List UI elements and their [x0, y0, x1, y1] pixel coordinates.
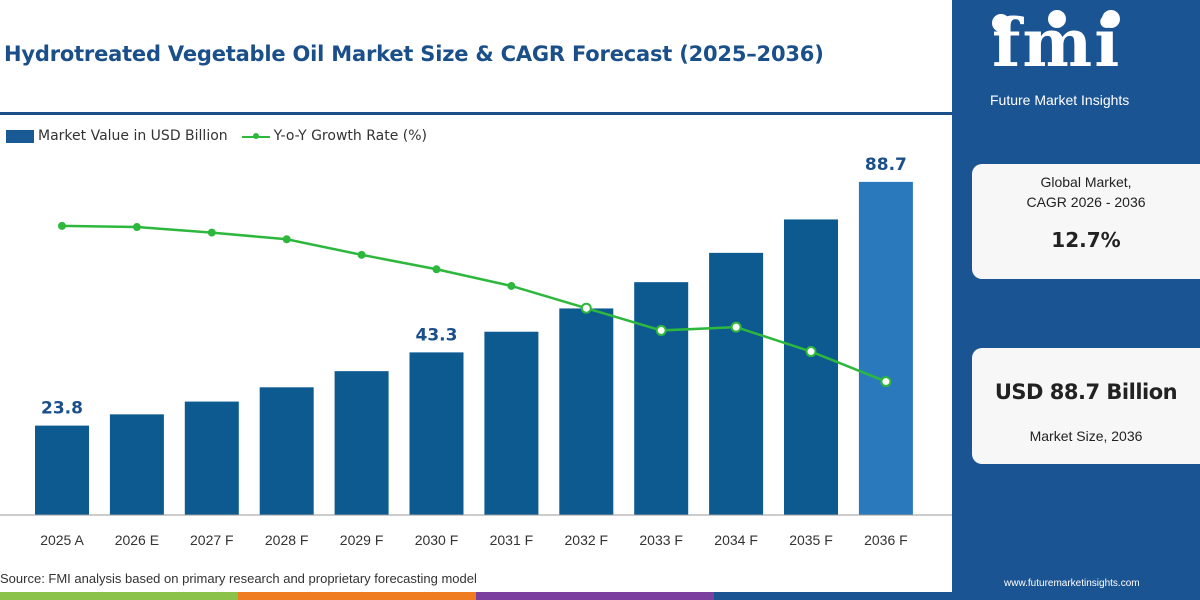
growth-point	[805, 346, 817, 358]
x-tick-label: 2032 F	[565, 532, 609, 548]
market-size-value: USD 88.7 Billion	[994, 380, 1178, 404]
bar-2030-f	[409, 352, 464, 515]
website-url: www.futuremarketinsights.com	[1004, 578, 1140, 589]
strip-blue	[714, 592, 952, 600]
market-size-label: Market Size, 2036	[1029, 428, 1143, 444]
legend-bar-label: Market Value in USD Billion	[38, 128, 228, 144]
bar-2027-f	[184, 401, 239, 515]
logo-subtitle: Future Market Insights	[990, 92, 1130, 108]
x-tick-label: 2033 F	[639, 532, 683, 548]
growth-point	[282, 235, 291, 244]
strip-green	[0, 592, 238, 600]
growth-line-series	[58, 221, 892, 388]
growth-point	[357, 250, 366, 259]
growth-point	[730, 321, 742, 333]
growth-point	[132, 223, 141, 232]
growth-point	[207, 228, 216, 237]
bar-2028-f	[259, 387, 314, 515]
legend-line-swatch	[241, 130, 270, 143]
data-labels: 23.8 43.3 88.7	[41, 155, 907, 419]
cagr-card: Global Market, CAGR 2026 - 2036 12.7%	[972, 164, 1200, 279]
logo-text: fmi	[992, 4, 1122, 82]
source-note: Source: FMI analysis based on primary re…	[0, 571, 477, 586]
bar-data-label: 43.3	[416, 325, 458, 345]
chart-title: Hydrotreated Vegetable Oil Market Size &…	[4, 42, 824, 66]
x-tick-label: 2031 F	[490, 532, 534, 548]
bar-2029-f	[334, 371, 389, 515]
strip-purple	[476, 592, 714, 600]
fmi-logo: fmi Future Market Insights	[978, 6, 1178, 110]
growth-point	[580, 302, 592, 314]
logo-globe-icon	[992, 14, 1010, 32]
growth-point	[880, 376, 892, 388]
x-tick-label: 2025 A	[40, 532, 84, 548]
growth-point	[58, 221, 66, 230]
bar-data-label: 23.8	[41, 399, 83, 419]
cagr-label-line1: Global Market,	[1040, 174, 1132, 190]
logo-flask-icon	[1102, 10, 1120, 28]
x-tick-label: 2034 F	[714, 532, 758, 548]
cagr-label-line2: CAGR 2026 - 2036	[1026, 194, 1146, 210]
sidebar: fmi Future Market Insights Global Market…	[952, 0, 1200, 600]
bar-series	[35, 181, 913, 516]
x-tick-label: 2036 F	[864, 532, 908, 548]
cagr-value: 12.7%	[1051, 228, 1121, 252]
bar-2033-f	[634, 282, 689, 515]
legend-bar-swatch	[6, 129, 34, 143]
x-tick-label: 2029 F	[340, 532, 384, 548]
bar-2035-f	[784, 219, 838, 515]
color-strip	[0, 592, 952, 600]
x-tick-label: 2027 F	[190, 532, 234, 548]
x-axis: 2025 A 2026 E 2027 F 2028 F 2029 F 2030 F 2031…	[0, 514, 952, 548]
growth-point	[507, 281, 516, 290]
growth-line	[61, 224, 887, 383]
bar-2034-f	[709, 252, 764, 515]
x-tick-label: 2030 F	[415, 532, 459, 548]
bar-2036-f	[858, 181, 913, 516]
strip-orange	[238, 592, 476, 600]
x-tick-label: 2035 F	[789, 532, 833, 548]
growth-point	[655, 324, 667, 336]
x-tick-label: 2028 F	[265, 532, 309, 548]
bar-data-label: 88.7	[865, 155, 907, 175]
chart-legend: Market Value in USD Billion Y-o-Y Growth…	[6, 128, 427, 144]
growth-point	[432, 265, 441, 274]
market-size-card: USD 88.7 Billion Market Size, 2036	[972, 348, 1200, 464]
bar-2032-f	[559, 308, 614, 515]
bar-2031-f	[484, 331, 539, 515]
bar-2025-a	[35, 425, 89, 515]
title-divider	[0, 112, 952, 115]
x-tick-label: 2026 E	[115, 532, 159, 548]
legend-line-label: Y-o-Y Growth Rate (%)	[273, 128, 427, 144]
bar-2026-e	[109, 414, 164, 515]
logo-person-icon	[1048, 10, 1066, 28]
chart-area: 23.843.388.7 2025 A 2026 E 2027 F 2028 F 202…	[0, 155, 952, 548]
